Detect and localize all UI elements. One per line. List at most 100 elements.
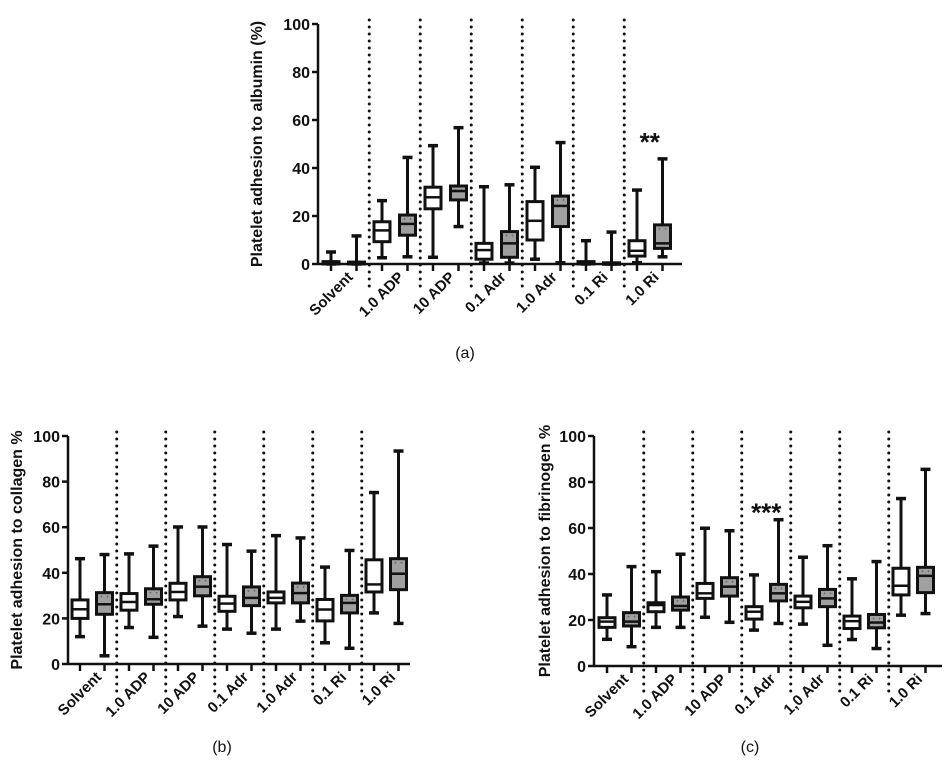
y-tick-label: 60 bbox=[568, 521, 586, 538]
box-texture-dot bbox=[198, 579, 201, 582]
box-iqr bbox=[449, 184, 468, 202]
category-label: 1.0 Ri bbox=[886, 671, 926, 711]
box-texture-dot bbox=[676, 600, 679, 602]
box-texture-dot bbox=[204, 579, 207, 582]
box-white bbox=[423, 143, 443, 260]
box-gray bbox=[551, 140, 570, 265]
box-texture-dot bbox=[247, 590, 250, 592]
category-label: 0.1 Adr bbox=[462, 269, 510, 317]
y-tick-label: 80 bbox=[42, 475, 60, 492]
y-tick-label: 60 bbox=[292, 113, 310, 130]
box-gray bbox=[291, 536, 310, 623]
box-gray bbox=[653, 157, 672, 259]
box-texture-dot bbox=[106, 595, 109, 598]
box-texture-dot bbox=[562, 199, 565, 201]
box-white bbox=[217, 542, 237, 631]
box-white bbox=[321, 250, 341, 266]
box-texture-dot bbox=[774, 587, 777, 590]
box-gray bbox=[622, 564, 641, 649]
box-texture-dot bbox=[302, 586, 305, 588]
box-texture-dot bbox=[927, 570, 930, 573]
y-tick-label: 40 bbox=[292, 161, 310, 178]
category-label: 10 ADP bbox=[154, 669, 203, 718]
category-label: Solvent bbox=[582, 671, 632, 721]
box-iqr bbox=[622, 611, 641, 628]
box-texture-dot bbox=[505, 234, 508, 237]
box-texture-dot bbox=[878, 617, 881, 620]
y-axis-title: Platelet adhesion to collagen % bbox=[9, 430, 26, 669]
box-texture-dot bbox=[556, 199, 559, 201]
box-texture-dot bbox=[345, 598, 348, 601]
y-tick-label: 20 bbox=[42, 611, 60, 628]
box-gray bbox=[389, 449, 408, 626]
box-texture-dot bbox=[682, 600, 685, 602]
box-white bbox=[364, 490, 384, 615]
box-gray bbox=[720, 529, 739, 625]
category-label: 1.0 ADP bbox=[356, 269, 408, 321]
significance-annotation: *** bbox=[751, 498, 782, 528]
category-label: 1.0 ADP bbox=[102, 669, 154, 721]
y-tick-label: 100 bbox=[559, 429, 586, 446]
box-gray bbox=[818, 543, 837, 648]
y-tick-label: 40 bbox=[568, 567, 586, 584]
category-label: 0.1 Ri bbox=[310, 669, 350, 709]
box-texture-dot bbox=[511, 234, 514, 237]
box-texture-dot bbox=[149, 591, 152, 594]
box-gray bbox=[95, 552, 114, 658]
panel-a-albumin: 0 20 40 60 80 100 Platelet adhesion to albumin… bbox=[249, 17, 682, 362]
box-iqr bbox=[144, 587, 163, 606]
box-texture-dot bbox=[627, 615, 630, 618]
box-iqr bbox=[372, 220, 392, 244]
box-iqr bbox=[551, 194, 570, 229]
y-tick-label: 0 bbox=[301, 257, 310, 274]
category-label: 0.1 Adr bbox=[204, 669, 252, 717]
box-texture-dot bbox=[731, 580, 734, 583]
category-label: Solvent bbox=[55, 669, 105, 719]
box-iqr bbox=[627, 239, 647, 258]
box-white bbox=[744, 573, 764, 632]
panel-label: (b) bbox=[212, 739, 232, 756]
box-texture-dot bbox=[664, 227, 667, 230]
box-white bbox=[372, 198, 392, 260]
box-texture-dot bbox=[658, 227, 661, 230]
box-gray bbox=[671, 552, 690, 630]
box-iqr bbox=[891, 566, 911, 597]
box-gray bbox=[500, 183, 519, 265]
box-texture-dot bbox=[155, 591, 158, 594]
y-tick-label: 100 bbox=[283, 17, 310, 34]
y-tick-label: 60 bbox=[42, 520, 60, 537]
y-tick-label: 100 bbox=[33, 429, 60, 446]
category-label: 1.0 Ri bbox=[359, 669, 399, 709]
box-texture-dot bbox=[403, 218, 406, 220]
panel-b-collagen: 0 20 40 60 80 100 Platelet adhesion to collage… bbox=[9, 429, 410, 756]
box-texture-dot bbox=[872, 617, 875, 620]
y-tick-label: 80 bbox=[292, 65, 310, 82]
box-white bbox=[891, 496, 911, 617]
box-white bbox=[627, 188, 647, 265]
panel-label: (a) bbox=[455, 345, 475, 362]
box-white bbox=[793, 555, 813, 626]
box-texture-dot bbox=[780, 587, 783, 590]
y-tick-label: 20 bbox=[292, 209, 310, 226]
box-white bbox=[70, 556, 90, 639]
box-gray bbox=[242, 549, 261, 635]
y-tick-label: 20 bbox=[568, 613, 586, 630]
box-iqr bbox=[653, 223, 672, 250]
category-label: 1.0 Ri bbox=[622, 269, 662, 309]
category-label: 10 ADP bbox=[681, 671, 730, 720]
box-gray bbox=[602, 230, 621, 266]
box-texture-dot bbox=[409, 218, 412, 220]
box-white bbox=[168, 525, 188, 619]
box-white bbox=[576, 238, 596, 266]
box-texture-dot bbox=[823, 592, 826, 595]
y-tick-label: 80 bbox=[568, 475, 586, 492]
box-texture-dot bbox=[296, 586, 299, 588]
box-iqr bbox=[340, 593, 359, 615]
category-label: 0.1 Ri bbox=[571, 269, 611, 309]
box-gray bbox=[449, 125, 468, 229]
box-iqr bbox=[695, 581, 715, 600]
box-white bbox=[266, 533, 286, 631]
box-white bbox=[119, 552, 139, 630]
category-label: 1.0 ADP bbox=[629, 671, 681, 723]
